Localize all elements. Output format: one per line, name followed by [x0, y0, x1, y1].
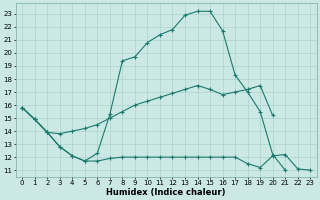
X-axis label: Humidex (Indice chaleur): Humidex (Indice chaleur) [107, 188, 226, 197]
